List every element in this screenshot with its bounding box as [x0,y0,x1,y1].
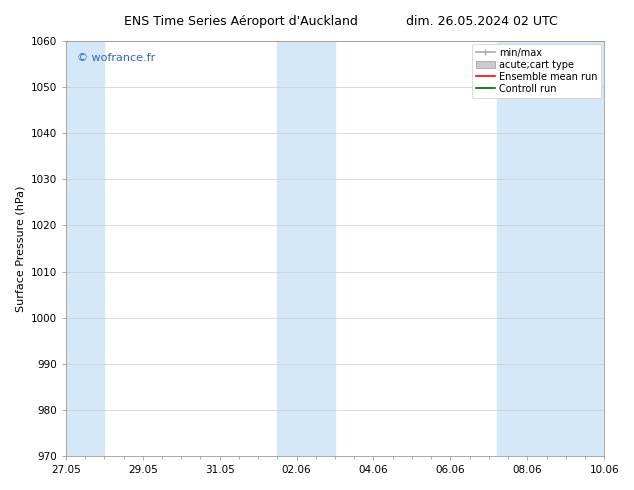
Text: ENS Time Series Aéroport d'Auckland: ENS Time Series Aéroport d'Auckland [124,15,358,28]
Text: © wofrance.fr: © wofrance.fr [77,53,155,64]
Bar [66,41,104,456]
Y-axis label: Surface Pressure (hPa): Surface Pressure (hPa) [15,185,25,312]
Bar [277,41,335,456]
Bar [496,41,604,456]
Legend: min/max, acute;cart type, Ensemble mean run, Controll run: min/max, acute;cart type, Ensemble mean … [472,44,601,98]
Text: dim. 26.05.2024 02 UTC: dim. 26.05.2024 02 UTC [406,15,558,28]
